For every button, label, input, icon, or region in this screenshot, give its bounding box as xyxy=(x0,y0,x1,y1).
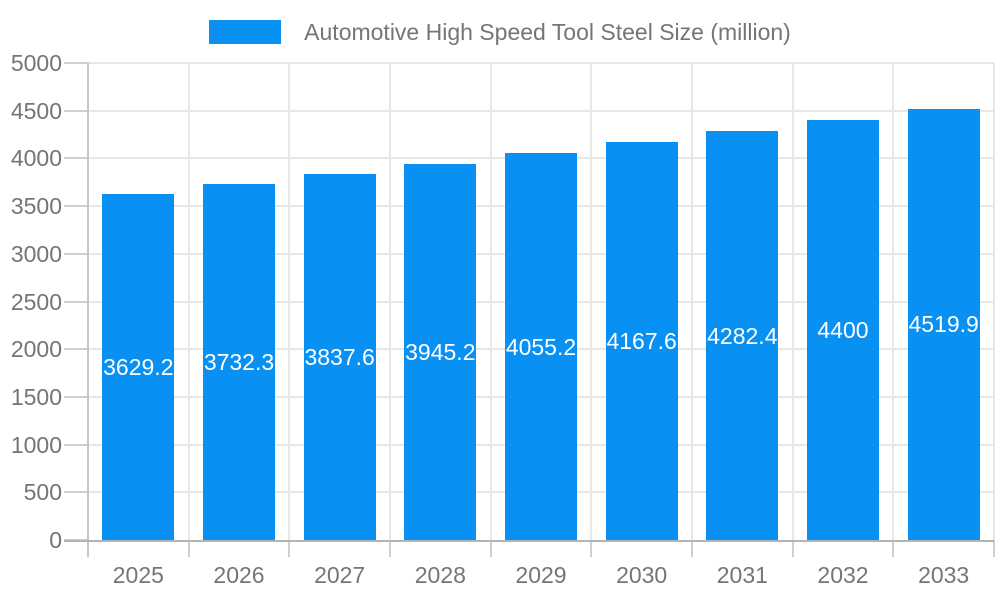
bar[interactable] xyxy=(303,173,376,540)
bar[interactable] xyxy=(807,120,879,540)
y-axis-label: 3500 xyxy=(10,193,62,220)
x-axis-label: 2026 xyxy=(213,562,265,588)
x-tick xyxy=(892,540,895,557)
x-axis-label: 2033 xyxy=(918,562,970,588)
v-gridline xyxy=(993,63,995,540)
bar[interactable] xyxy=(404,163,477,540)
v-gridline xyxy=(288,63,291,540)
bar-value-label: 3732.3 xyxy=(203,348,275,375)
y-tick xyxy=(64,348,88,351)
bar[interactable] xyxy=(203,183,275,540)
y-axis-line xyxy=(87,63,89,557)
y-tick xyxy=(64,395,88,398)
y-axis-label: 1500 xyxy=(10,383,62,410)
x-axis-label: 2025 xyxy=(112,562,164,588)
y-tick xyxy=(64,205,88,208)
x-axis-label: 2032 xyxy=(817,562,869,588)
x-axis-label: 2027 xyxy=(314,562,366,588)
v-gridline xyxy=(892,63,895,540)
y-tick xyxy=(64,157,88,160)
bar[interactable] xyxy=(102,193,175,540)
chart-legend: Automotive High Speed Tool Steel Size (m… xyxy=(0,18,1000,45)
x-axis-label: 2031 xyxy=(716,562,768,588)
v-gridline xyxy=(791,63,794,540)
v-gridline xyxy=(590,63,593,540)
v-gridline xyxy=(187,63,190,540)
x-axis-label: 2029 xyxy=(515,562,567,588)
y-axis-label: 3000 xyxy=(10,240,62,267)
y-axis-label: 5000 xyxy=(10,50,62,76)
x-tick xyxy=(288,540,291,557)
x-tick xyxy=(993,540,995,557)
y-axis-label: 4500 xyxy=(10,97,62,124)
x-axis-label: 2030 xyxy=(616,562,668,588)
bar-value-label: 4400 xyxy=(817,317,869,344)
y-axis-label: 500 xyxy=(23,479,62,506)
x-axis-label: 2028 xyxy=(414,562,466,588)
y-tick xyxy=(64,443,88,446)
x-tick xyxy=(187,540,190,557)
x-tick xyxy=(791,540,794,557)
y-tick xyxy=(64,491,88,494)
bar-value-label: 4167.6 xyxy=(606,328,677,355)
x-axis-line xyxy=(64,540,994,542)
x-tick xyxy=(489,540,492,557)
legend-swatch xyxy=(209,20,282,44)
bar[interactable] xyxy=(505,153,577,540)
bar-value-label: 3629.2 xyxy=(103,353,174,380)
bar[interactable] xyxy=(907,108,980,540)
bar[interactable] xyxy=(706,131,779,540)
h-gridline xyxy=(88,62,994,64)
y-axis-label: 0 xyxy=(49,527,62,553)
y-tick xyxy=(64,109,88,112)
v-gridline xyxy=(389,63,391,540)
legend-label: Automotive High Speed Tool Steel Size (m… xyxy=(304,18,791,45)
bar[interactable] xyxy=(605,142,678,540)
v-gridline xyxy=(691,63,693,540)
x-tick xyxy=(691,540,693,557)
bar-value-label: 4055.2 xyxy=(505,333,577,360)
bar-value-label: 4282.4 xyxy=(707,322,778,349)
h-gridline xyxy=(88,109,994,112)
y-axis-label: 2500 xyxy=(10,288,62,315)
y-axis-label: 1000 xyxy=(10,431,62,458)
x-tick xyxy=(389,540,391,557)
v-gridline xyxy=(489,63,492,540)
y-tick xyxy=(64,300,88,303)
y-tick xyxy=(64,252,88,255)
y-tick xyxy=(64,62,88,64)
y-axis-label: 4000 xyxy=(10,145,62,172)
x-tick xyxy=(590,540,593,557)
bar-value-label: 4519.9 xyxy=(908,311,979,338)
bar-value-label: 3945.2 xyxy=(405,338,476,365)
y-axis-label: 2000 xyxy=(10,336,62,363)
bar-value-label: 3837.6 xyxy=(304,343,375,370)
